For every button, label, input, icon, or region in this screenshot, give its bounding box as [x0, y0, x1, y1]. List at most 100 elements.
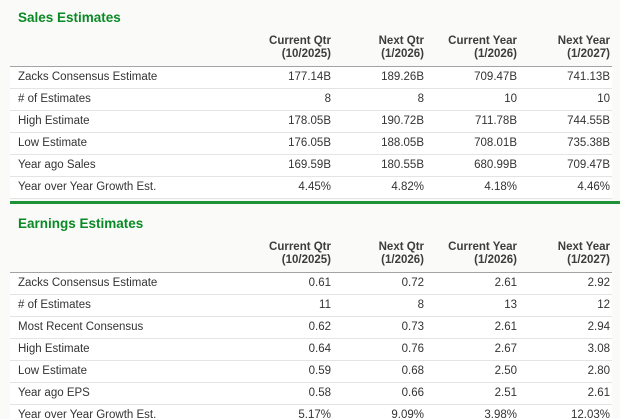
table-row: # of Estimates 8 8 10 10 — [10, 88, 612, 111]
row-label: Year over Year Growth Est. — [10, 404, 240, 419]
table-row: Year ago EPS 0.58 0.66 2.51 2.61 — [10, 382, 612, 405]
empty-header-cell — [10, 35, 240, 67]
row-label: Most Recent Consensus — [10, 316, 240, 339]
table-row: Low Estimate 176.05B 188.05B 708.01B 735… — [10, 132, 612, 155]
cell-value: 0.59 — [240, 360, 333, 383]
table-row: Most Recent Consensus 0.62 0.73 2.61 2.9… — [10, 316, 612, 339]
cell-value: 708.01B — [426, 132, 519, 155]
row-label: Year over Year Growth Est. — [10, 176, 240, 199]
row-label: Low Estimate — [10, 132, 240, 155]
column-header-current-year: Current Year (1/2026) — [426, 35, 519, 67]
cell-value: 189.26B — [333, 66, 426, 89]
cell-value: 10 — [519, 88, 612, 111]
column-header-line2: (1/2027) — [567, 254, 610, 266]
cell-value: 2.51 — [426, 382, 519, 405]
cell-value: 178.05B — [240, 110, 333, 133]
cell-value: 188.05B — [333, 132, 426, 155]
earnings-header-row: Current Qtr (10/2025) Next Qtr (1/2026) … — [10, 241, 612, 273]
row-label: Year ago Sales — [10, 154, 240, 177]
cell-value: 9.09% — [333, 404, 426, 419]
empty-header-cell — [10, 241, 240, 273]
cell-value: 8 — [240, 88, 333, 111]
row-label: High Estimate — [10, 110, 240, 133]
cell-value: 3.08 — [519, 338, 612, 361]
cell-value: 2.61 — [426, 272, 519, 295]
sales-section-title: Sales Estimates — [18, 10, 121, 25]
column-header-current-year: Current Year (1/2026) — [426, 241, 519, 273]
earnings-section-title: Earnings Estimates — [18, 216, 144, 231]
cell-value: 741.13B — [519, 66, 612, 89]
cell-value: 4.18% — [426, 176, 519, 199]
cell-value: 10 — [426, 88, 519, 111]
row-label: Zacks Consensus Estimate — [10, 272, 240, 295]
sales-estimates-section: Sales Estimates Current Qtr (10/2025) Ne… — [10, 10, 612, 199]
cell-value: 2.50 — [426, 360, 519, 383]
cell-value: 744.55B — [519, 110, 612, 133]
table-row: High Estimate 0.64 0.76 2.67 3.08 — [10, 338, 612, 361]
column-header-line1: Next Year — [557, 35, 610, 47]
cell-value: 4.82% — [333, 176, 426, 199]
table-row: High Estimate 178.05B 190.72B 711.78B 74… — [10, 110, 612, 133]
column-header-line2: (1/2027) — [567, 48, 610, 60]
column-header-line1: Next Year — [557, 241, 610, 253]
table-row: Zacks Consensus Estimate 177.14B 189.26B… — [10, 66, 612, 89]
earnings-estimates-section: Earnings Estimates Current Qtr (10/2025)… — [10, 216, 612, 419]
cell-value: 0.62 — [240, 316, 333, 339]
column-header-line1: Current Qtr — [269, 241, 331, 253]
cell-value: 2.80 — [519, 360, 612, 383]
cell-value: 0.76 — [333, 338, 426, 361]
column-header-current-qtr: Current Qtr (10/2025) — [240, 35, 333, 67]
cell-value: 3.98% — [426, 404, 519, 419]
cell-value: 0.73 — [333, 316, 426, 339]
column-header-line1: Current Qtr — [269, 35, 331, 47]
cell-value: 735.38B — [519, 132, 612, 155]
column-header-line2: (1/2026) — [381, 254, 424, 266]
earnings-estimates-table: Current Qtr (10/2025) Next Qtr (1/2026) … — [10, 241, 612, 419]
table-row: Year over Year Growth Est. 5.17% 9.09% 3… — [10, 404, 612, 419]
row-label: Zacks Consensus Estimate — [10, 66, 240, 89]
column-header-line2: (10/2025) — [281, 48, 331, 60]
cell-value: 0.64 — [240, 338, 333, 361]
cell-value: 13 — [426, 294, 519, 317]
cell-value: 2.94 — [519, 316, 612, 339]
cell-value: 8 — [333, 294, 426, 317]
table-row: Year over Year Growth Est. 4.45% 4.82% 4… — [10, 176, 612, 199]
column-header-line1: Current Year — [448, 35, 517, 47]
column-header-line1: Current Year — [448, 241, 517, 253]
column-header-next-year: Next Year (1/2027) — [519, 35, 612, 67]
cell-value: 12 — [519, 294, 612, 317]
cell-value: 2.67 — [426, 338, 519, 361]
sales-header-row: Current Qtr (10/2025) Next Qtr (1/2026) … — [10, 35, 612, 67]
cell-value: 4.46% — [519, 176, 612, 199]
section-divider — [10, 201, 620, 204]
cell-value: 2.92 — [519, 272, 612, 295]
table-row: Low Estimate 0.59 0.68 2.50 2.80 — [10, 360, 612, 383]
row-label: # of Estimates — [10, 88, 240, 111]
table-row: # of Estimates 11 8 13 12 — [10, 294, 612, 317]
cell-value: 180.55B — [333, 154, 426, 177]
cell-value: 5.17% — [240, 404, 333, 419]
column-header-line2: (1/2026) — [474, 254, 517, 266]
column-header-line2: (1/2026) — [474, 48, 517, 60]
cell-value: 190.72B — [333, 110, 426, 133]
table-row: Zacks Consensus Estimate 0.61 0.72 2.61 … — [10, 272, 612, 295]
cell-value: 0.72 — [333, 272, 426, 295]
column-header-current-qtr: Current Qtr (10/2025) — [240, 241, 333, 273]
cell-value: 711.78B — [426, 110, 519, 133]
table-row: Year ago Sales 169.59B 180.55B 680.99B 7… — [10, 154, 612, 177]
cell-value: 177.14B — [240, 66, 333, 89]
cell-value: 12.03% — [519, 404, 612, 419]
column-header-next-qtr: Next Qtr (1/2026) — [333, 241, 426, 273]
column-header-next-year: Next Year (1/2027) — [519, 241, 612, 273]
cell-value: 11 — [240, 294, 333, 317]
row-label: High Estimate — [10, 338, 240, 361]
column-header-next-qtr: Next Qtr (1/2026) — [333, 35, 426, 67]
cell-value: 0.66 — [333, 382, 426, 405]
cell-value: 709.47B — [426, 66, 519, 89]
row-label: Low Estimate — [10, 360, 240, 383]
sales-estimates-table: Current Qtr (10/2025) Next Qtr (1/2026) … — [10, 35, 612, 199]
column-header-line1: Next Qtr — [378, 35, 424, 47]
cell-value: 169.59B — [240, 154, 333, 177]
column-header-line2: (1/2026) — [381, 48, 424, 60]
